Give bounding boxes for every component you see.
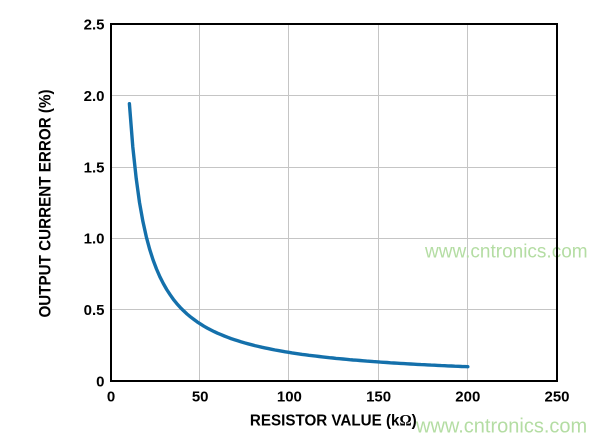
svg-text:OUTPUT CURRENT ERROR (%): OUTPUT CURRENT ERROR (%) <box>36 89 55 317</box>
svg-text:150: 150 <box>366 388 391 405</box>
svg-text:0.5: 0.5 <box>84 302 105 319</box>
svg-text:2.5: 2.5 <box>84 17 105 34</box>
svg-text:www.cntronics.com: www.cntronics.com <box>424 242 588 263</box>
svg-text:250: 250 <box>544 388 569 405</box>
svg-text:0: 0 <box>96 373 104 390</box>
svg-text:1.0: 1.0 <box>84 231 105 248</box>
svg-text:100: 100 <box>277 388 302 405</box>
svg-text:RESISTOR VALUE (kΩ): RESISTOR VALUE (kΩ) <box>250 413 417 430</box>
svg-text:1.5: 1.5 <box>84 159 105 176</box>
svg-text:50: 50 <box>192 388 209 405</box>
svg-text:2.0: 2.0 <box>84 88 105 105</box>
svg-text:0: 0 <box>107 388 115 405</box>
svg-text:200: 200 <box>455 388 480 405</box>
svg-text:www.cntronics.com: www.cntronics.com <box>415 416 587 438</box>
